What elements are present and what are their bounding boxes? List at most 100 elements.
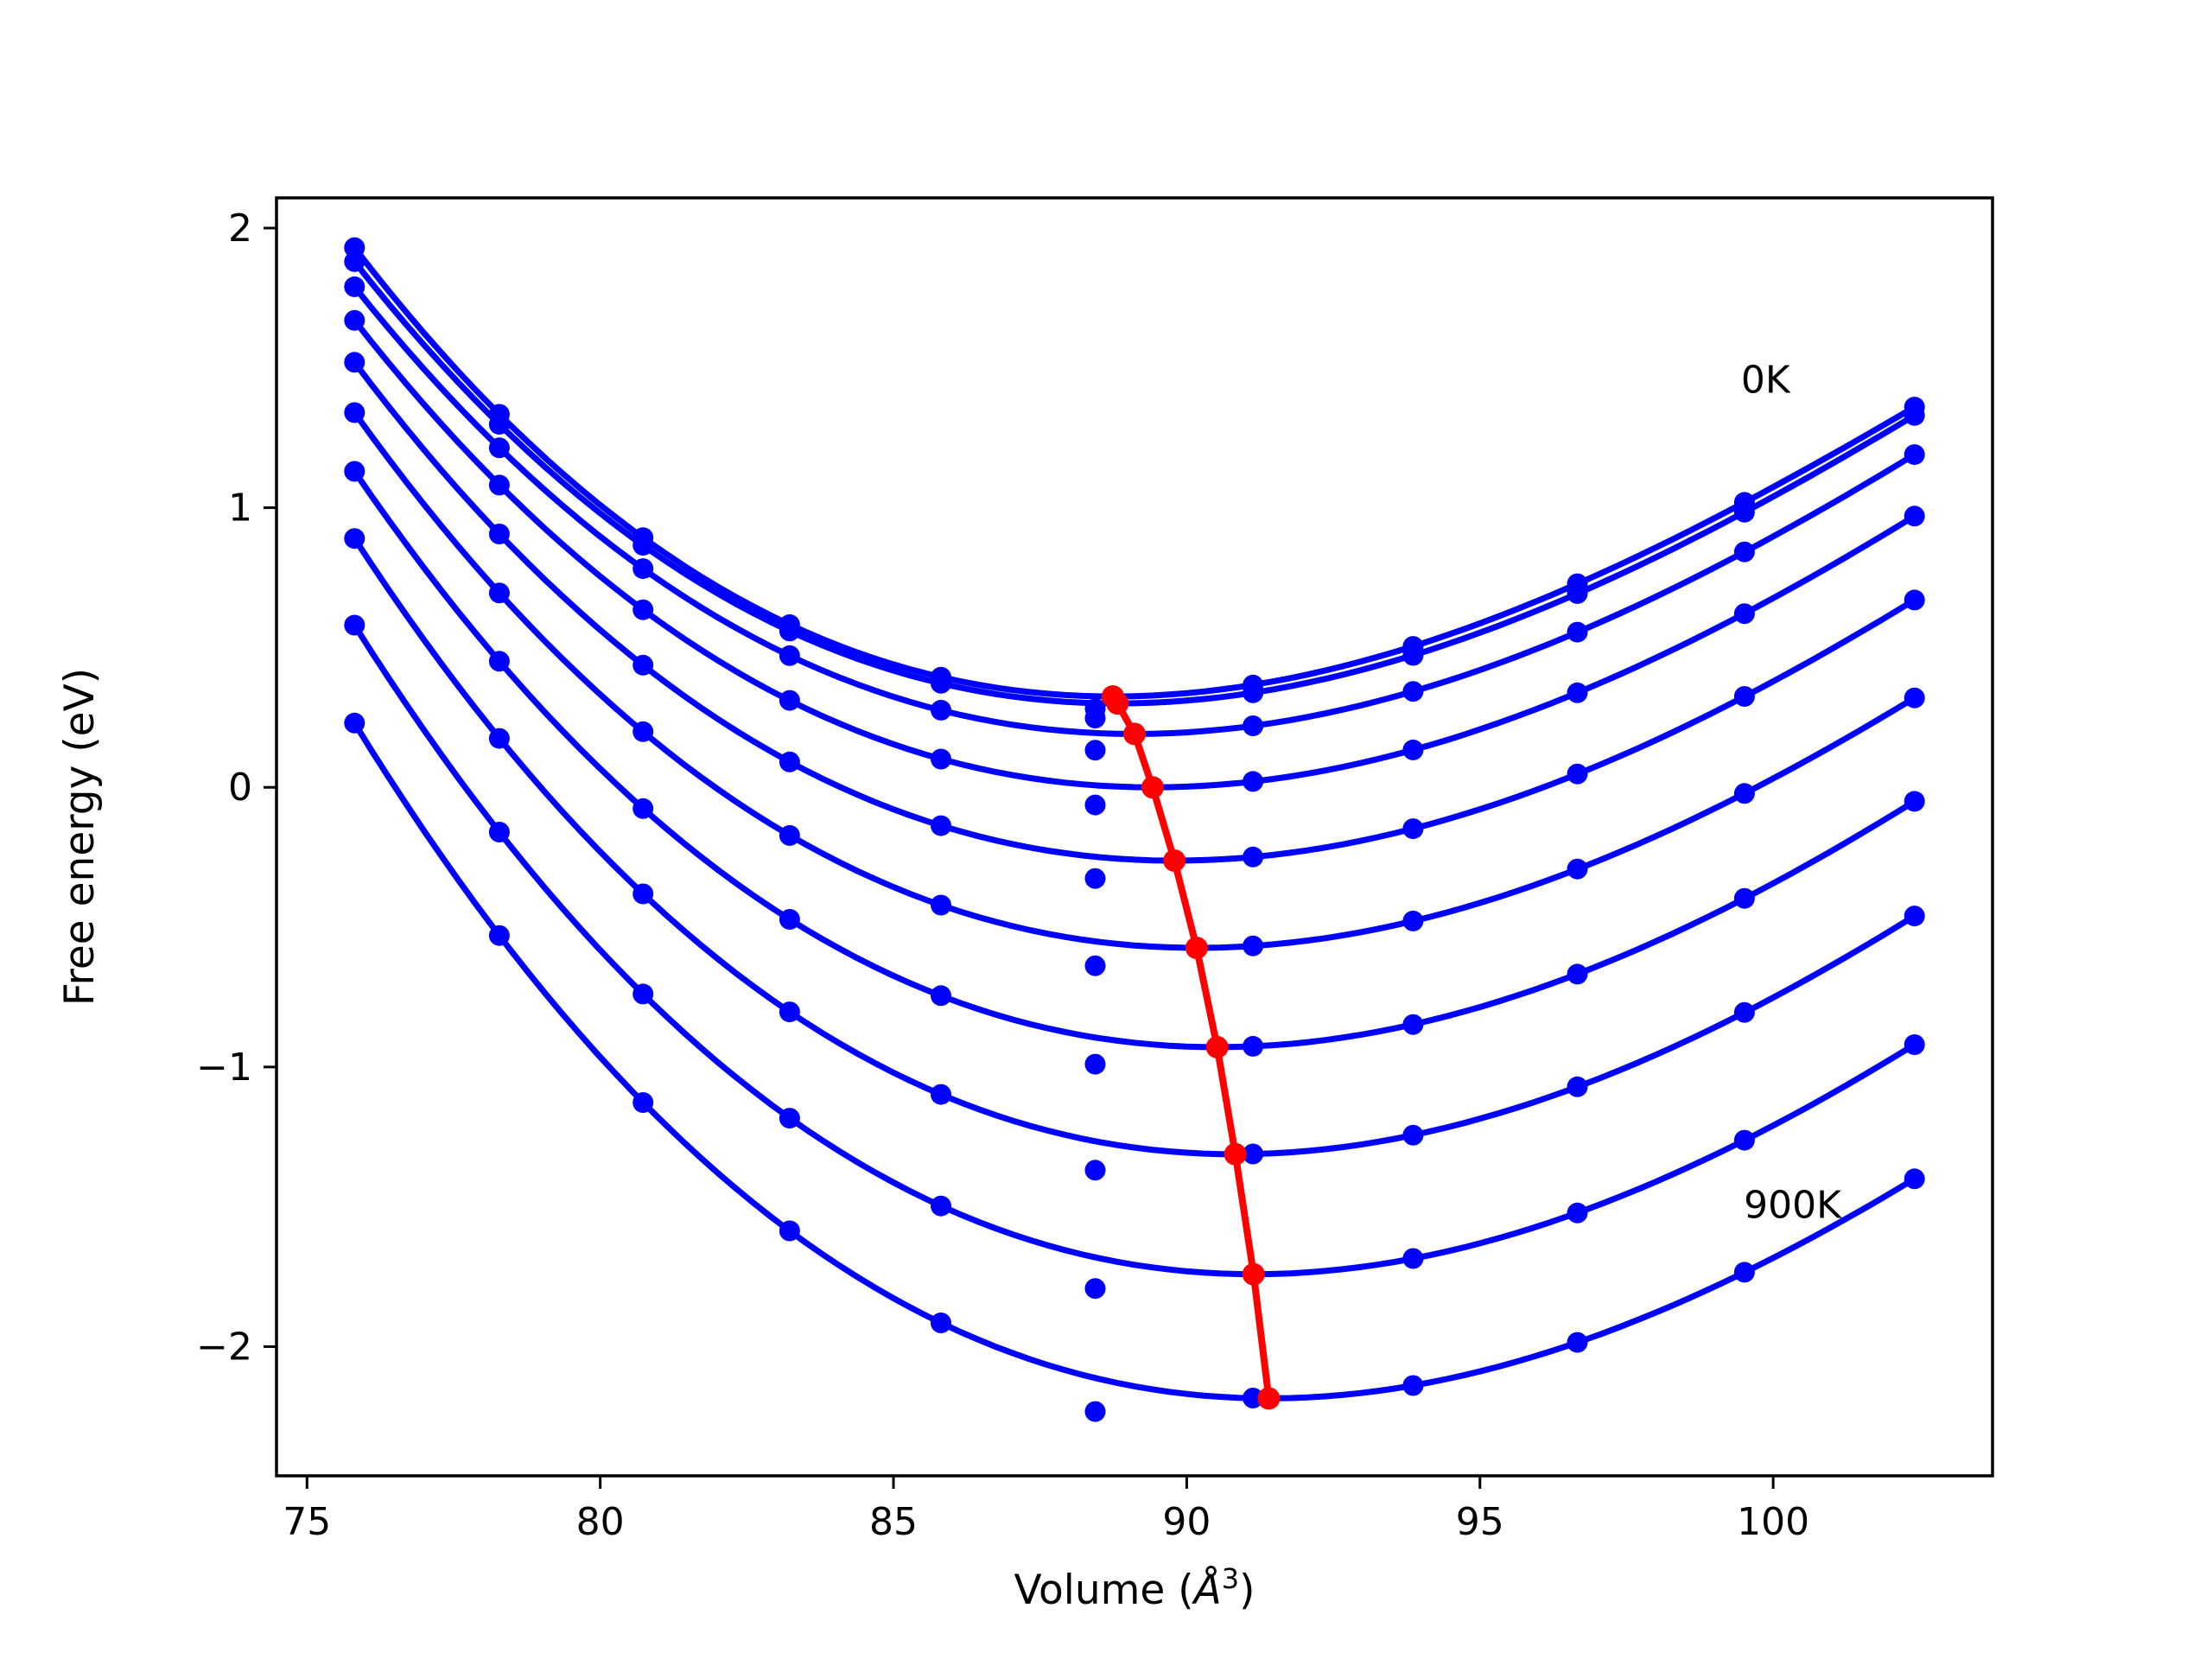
data-point — [1084, 955, 1106, 976]
free-energy-curve-300K — [351, 317, 1918, 791]
minimum-point — [1205, 1035, 1229, 1058]
data-point — [779, 1108, 800, 1129]
data-point — [1567, 763, 1588, 785]
x-tick-label: 90 — [1162, 1500, 1211, 1544]
data-point — [1733, 1001, 1755, 1023]
x-tick-label: 95 — [1456, 1500, 1504, 1544]
data-point — [1402, 910, 1424, 931]
data-point — [1904, 687, 1925, 709]
data-point — [344, 712, 365, 734]
data-point — [488, 728, 510, 749]
data-points-500K — [344, 402, 1925, 976]
data-point — [632, 798, 654, 819]
free-energy-curve-800K — [351, 622, 1918, 1278]
data-point — [1084, 1401, 1106, 1422]
data-point — [488, 414, 510, 435]
data-point — [488, 474, 510, 496]
data-point — [344, 402, 365, 423]
data-point — [779, 751, 800, 772]
free-energy-curve-400K — [351, 359, 1918, 864]
data-point — [1567, 1202, 1588, 1224]
data-point — [1084, 740, 1106, 761]
data-point — [1084, 868, 1106, 889]
data-point — [1243, 1035, 1264, 1057]
data-point — [931, 748, 951, 770]
data-points-300K — [344, 309, 1925, 816]
data-point — [1733, 783, 1755, 804]
free-energy-curve-700K — [351, 535, 1918, 1158]
minimum-point — [1163, 849, 1186, 872]
data-point — [632, 558, 654, 580]
data-point — [1567, 621, 1588, 643]
data-point — [632, 599, 654, 620]
y-tick-label: −1 — [196, 1046, 252, 1090]
data-point — [1402, 1248, 1424, 1269]
data-point — [632, 983, 654, 1005]
data-point — [931, 672, 951, 694]
data-point — [1904, 1034, 1925, 1055]
data-point — [1084, 1160, 1106, 1181]
data-point — [1733, 603, 1755, 625]
data-point — [931, 815, 951, 836]
data-point — [1402, 1124, 1424, 1146]
data-point — [344, 352, 365, 373]
data-point — [1402, 1375, 1424, 1396]
x-tick-label: 100 — [1737, 1500, 1809, 1544]
free-energy-curve-100K — [351, 258, 1918, 707]
data-point — [488, 524, 510, 544]
x-axis-label: Volume (Å3) — [1014, 1562, 1255, 1614]
data-point — [931, 1195, 951, 1217]
data-point — [1402, 739, 1424, 760]
data-point — [1243, 1143, 1264, 1165]
data-points-200K — [344, 276, 1925, 761]
data-point — [1904, 791, 1925, 812]
data-point — [1567, 1076, 1588, 1097]
data-point — [779, 1001, 800, 1023]
x-tick-label: 75 — [283, 1500, 331, 1544]
free-energy-curve-600K — [351, 468, 1918, 1051]
data-point — [1733, 887, 1755, 909]
data-point — [1243, 771, 1264, 792]
data-point — [1733, 541, 1755, 563]
data-point — [779, 824, 800, 846]
data-point — [1084, 708, 1106, 728]
data-points-700K — [344, 528, 1925, 1181]
data-points — [344, 237, 1925, 1422]
data-point — [1567, 1332, 1588, 1353]
data-point — [1733, 1129, 1755, 1151]
minimum-point — [1224, 1142, 1247, 1166]
data-point — [632, 883, 654, 905]
free-energy-curve-900K — [351, 720, 1918, 1402]
axes-frame — [275, 196, 1994, 1478]
minimum-point — [1141, 776, 1164, 799]
data-points-400K — [344, 352, 1925, 889]
data-point — [779, 690, 800, 711]
data-point — [1904, 906, 1925, 927]
minimum-point — [1123, 722, 1146, 746]
data-point — [344, 461, 365, 482]
data-point — [1904, 1168, 1925, 1190]
helmholtz-curves — [351, 245, 1918, 1402]
data-point — [344, 276, 365, 297]
y-axis-label: Free energy (eV) — [56, 668, 104, 1006]
free-energy-curve-500K — [351, 410, 1918, 951]
data-point — [344, 251, 365, 272]
y-tick-label: 2 — [228, 207, 252, 251]
data-point — [632, 721, 654, 742]
data-point — [1567, 858, 1588, 880]
data-point — [779, 1220, 800, 1242]
data-point — [1243, 935, 1264, 957]
data-point — [632, 535, 654, 556]
data-point — [344, 309, 365, 331]
data-point — [1904, 589, 1925, 611]
data-point — [488, 822, 510, 842]
free-energy-curve-0K — [351, 245, 1918, 700]
data-point — [1567, 963, 1588, 985]
y-tick-label: 0 — [228, 766, 252, 810]
minimum-point — [1257, 1387, 1281, 1410]
data-point — [779, 645, 800, 666]
data-point — [344, 528, 365, 550]
data-point — [1084, 1278, 1106, 1300]
data-point — [1243, 682, 1264, 703]
